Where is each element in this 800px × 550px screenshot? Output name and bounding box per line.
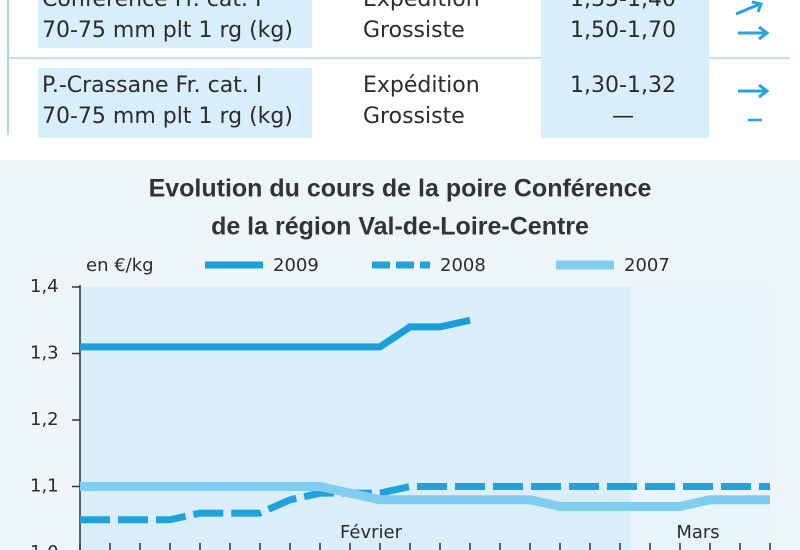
y-tick-label: 1,1 xyxy=(30,476,59,497)
trend-flat-icon xyxy=(738,83,770,99)
trend-flat-icon xyxy=(738,25,770,41)
y-tick-label: 1,3 xyxy=(30,343,59,364)
plot-bg xyxy=(80,287,630,550)
price-label: — xyxy=(612,104,634,129)
x-tick-label: Mars xyxy=(676,522,719,543)
market-label: Expédition xyxy=(363,0,480,12)
y-tick-label: 1,0 xyxy=(30,542,59,550)
x-tick-label: Février xyxy=(340,522,403,543)
price-label: 1,35-1,40 xyxy=(570,0,676,12)
legend-label: 2007 xyxy=(624,255,670,276)
chart-title: Evolution du cours de la poire Conférenc… xyxy=(149,175,652,203)
cell-bg xyxy=(38,68,312,138)
trend-up-icon xyxy=(735,0,764,16)
product-label: 70-75 mm plt 1 rg (kg) xyxy=(42,104,293,129)
price-column-bg xyxy=(541,0,709,138)
price-label: 1,30-1,32 xyxy=(570,73,676,98)
chart-title: de la région Val-de-Loire-Centre xyxy=(211,213,589,241)
market-label: Expédition xyxy=(363,73,480,98)
chart: Evolution du cours de la poire Conférenc… xyxy=(30,175,771,550)
y-tick-label: 1,2 xyxy=(30,409,59,430)
series-line xyxy=(80,483,770,524)
product-label: 70-75 mm plt 1 rg (kg) xyxy=(42,18,293,43)
cell-bg xyxy=(38,0,312,48)
legend-label: 2008 xyxy=(440,255,486,276)
market-label: Grossiste xyxy=(363,104,465,129)
price-label: 1,50-1,70 xyxy=(570,18,676,43)
y-tick-label: 1,4 xyxy=(30,276,59,297)
series-line xyxy=(80,316,471,351)
series-line xyxy=(80,482,770,511)
legend-label: 2009 xyxy=(273,255,319,276)
product-label: Conférence Fr. cat. I xyxy=(42,0,261,12)
market-label: Grossiste xyxy=(363,18,465,43)
table: Conférence Fr. cat. I Expédition 1,35-1,40… xyxy=(42,0,676,129)
y-axis-label: en €/kg xyxy=(86,255,154,276)
product-label: P.-Crassane Fr. cat. I xyxy=(42,73,262,98)
